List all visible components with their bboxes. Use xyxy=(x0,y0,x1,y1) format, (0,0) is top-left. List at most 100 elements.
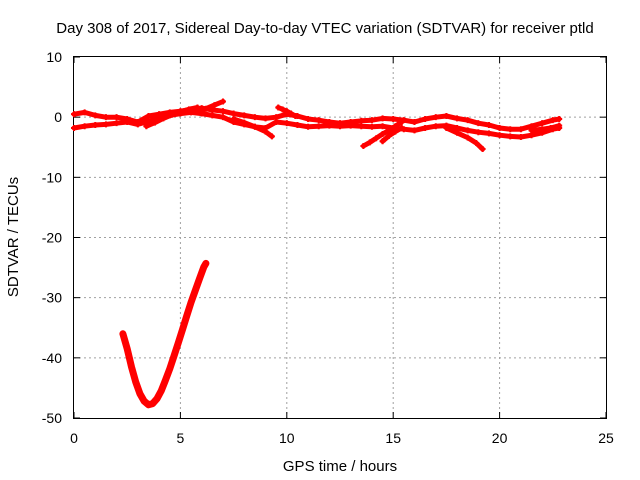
data-point xyxy=(443,124,450,131)
data-point xyxy=(347,122,354,129)
x-tick-label: 25 xyxy=(598,430,614,446)
data-point xyxy=(202,260,209,267)
data-point xyxy=(547,124,554,131)
data-point xyxy=(292,112,299,119)
data-point xyxy=(279,106,286,113)
data-point xyxy=(398,124,405,131)
data-point xyxy=(379,123,386,130)
data-point xyxy=(556,122,563,129)
data-point xyxy=(275,104,282,111)
data-point xyxy=(81,123,88,130)
data-point xyxy=(390,115,397,122)
data-point xyxy=(294,121,301,128)
data-point xyxy=(454,115,461,122)
data-point xyxy=(132,378,139,385)
x-axis-tick-labels: 0 5 10 15 20 25 xyxy=(70,430,614,446)
data-point xyxy=(175,339,182,346)
data-point xyxy=(273,118,280,125)
series-excursion-near-10h xyxy=(275,104,299,119)
plot-frame xyxy=(73,56,607,419)
data-point xyxy=(219,114,226,121)
series-excursion-near-7h xyxy=(194,98,226,116)
data-point xyxy=(485,121,492,128)
data-point xyxy=(517,126,524,133)
data-point xyxy=(168,111,175,118)
data-point xyxy=(373,135,380,142)
data-point xyxy=(158,387,165,394)
data-point xyxy=(475,120,482,127)
data-point xyxy=(517,134,524,141)
data-point xyxy=(134,121,141,128)
data-point xyxy=(162,377,169,384)
data-point xyxy=(392,128,399,135)
data-point xyxy=(194,109,201,116)
series-excursion-near-9h xyxy=(230,115,275,140)
data-point xyxy=(196,275,203,282)
data-point xyxy=(251,123,258,130)
data-point xyxy=(411,127,418,134)
data-point xyxy=(183,312,190,319)
data-point xyxy=(366,139,373,146)
y-tick-label: 0 xyxy=(54,109,62,125)
data-point xyxy=(385,127,392,134)
y-tick-label: -30 xyxy=(42,290,62,306)
data-point xyxy=(171,353,178,360)
data-point xyxy=(124,118,131,125)
data-point xyxy=(268,133,275,140)
data-point xyxy=(398,118,405,125)
series-excursion-near-15h xyxy=(379,124,405,145)
data-point xyxy=(71,111,77,118)
x-axis-title: GPS time / hours xyxy=(283,458,397,475)
data-point xyxy=(507,126,514,133)
data-point xyxy=(200,263,207,270)
data-point xyxy=(305,115,312,122)
x-tick-label: 15 xyxy=(385,430,401,446)
data-point xyxy=(360,143,367,150)
data-point xyxy=(92,121,99,128)
data-point xyxy=(315,117,322,124)
series-excursion-near-5h xyxy=(143,104,201,130)
series-line xyxy=(194,99,226,115)
data-point xyxy=(241,112,248,119)
data-point xyxy=(379,131,386,138)
data-point xyxy=(119,330,126,337)
data-point xyxy=(71,124,77,131)
data-point xyxy=(113,120,120,127)
data-point xyxy=(262,115,269,122)
data-point xyxy=(136,390,143,397)
data-point xyxy=(358,117,365,124)
x-tick-label: 10 xyxy=(279,430,295,446)
data-point xyxy=(230,115,237,122)
data-point xyxy=(326,122,333,129)
data-point xyxy=(177,108,184,115)
data-point xyxy=(209,112,216,119)
data-point xyxy=(192,287,199,294)
data-point xyxy=(379,138,386,145)
series-excursion-near-14h xyxy=(360,118,405,150)
data-point xyxy=(507,133,514,140)
series-line xyxy=(529,123,562,133)
data-point xyxy=(102,114,109,121)
data-point xyxy=(473,140,480,147)
data-point xyxy=(283,108,290,115)
axis-ticks xyxy=(73,56,607,419)
data-point xyxy=(432,114,439,121)
data-point xyxy=(179,326,186,333)
data-point xyxy=(443,112,450,119)
data-point xyxy=(496,124,503,131)
data-series xyxy=(71,98,563,409)
series-excursion-near-19h xyxy=(443,124,486,153)
data-point xyxy=(151,119,158,126)
data-point xyxy=(475,129,482,136)
data-point xyxy=(92,112,99,119)
data-point xyxy=(188,299,195,306)
x-tick-label: 5 xyxy=(177,430,185,446)
data-point xyxy=(464,134,471,141)
x-tick-label: 0 xyxy=(70,430,78,446)
chart-title: Day 308 of 2017, Sidereal Day-to-day VTE… xyxy=(56,20,593,37)
data-point xyxy=(411,118,418,125)
data-point xyxy=(283,120,290,127)
y-tick-label: -10 xyxy=(42,169,62,185)
